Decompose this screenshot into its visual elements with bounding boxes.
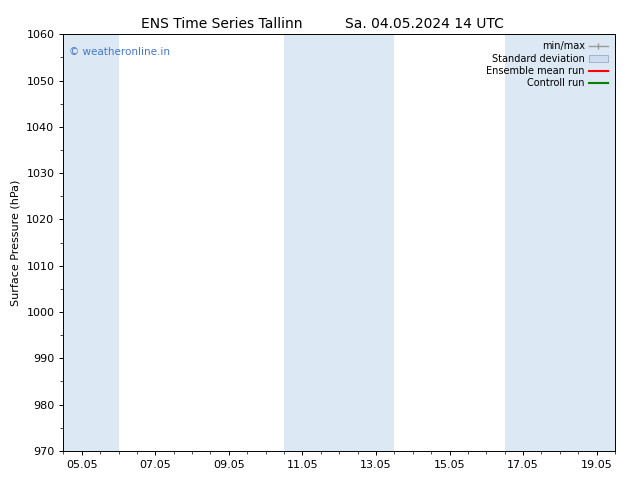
Text: ENS Time Series Tallinn: ENS Time Series Tallinn xyxy=(141,17,302,31)
Y-axis label: Surface Pressure (hPa): Surface Pressure (hPa) xyxy=(11,179,21,306)
Bar xyxy=(505,34,615,451)
Text: Sa. 04.05.2024 14 UTC: Sa. 04.05.2024 14 UTC xyxy=(346,17,504,31)
Text: © weatheronline.in: © weatheronline.in xyxy=(69,47,170,57)
Bar xyxy=(284,34,394,451)
Bar xyxy=(63,34,119,451)
Legend: min/max, Standard deviation, Ensemble mean run, Controll run: min/max, Standard deviation, Ensemble me… xyxy=(484,39,610,90)
